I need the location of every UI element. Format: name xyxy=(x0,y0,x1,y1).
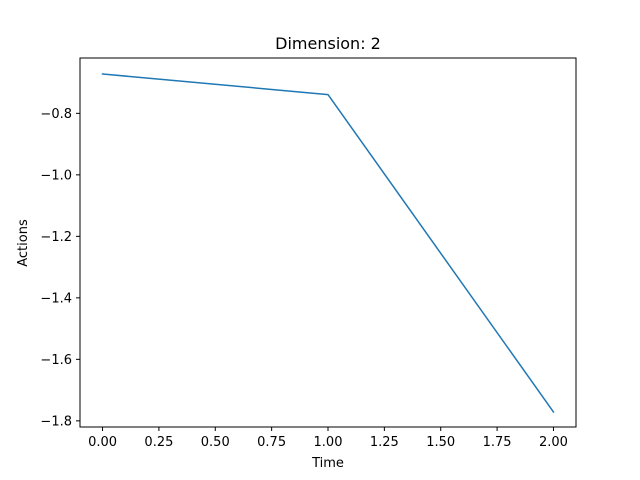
x-axis-label: Time xyxy=(311,456,344,471)
x-tick-label: 0.50 xyxy=(201,435,230,450)
x-axis: 0.00 0.25 0.50 0.75 1.00 1.25 1.50 1.75 2.00 xyxy=(88,427,568,450)
series-line-0 xyxy=(101,73,555,413)
x-tick-label: 1.50 xyxy=(426,435,455,450)
x-tick-label: 2.00 xyxy=(539,435,568,450)
y-axis-label: Actions xyxy=(16,219,31,267)
y-tick-label: −1.8 xyxy=(40,414,72,429)
y-tick-label: −1.0 xyxy=(40,168,72,183)
y-tick-label: −1.4 xyxy=(40,291,72,306)
y-axis: −0.8 −1.0 −1.2 −1.4 −1.6 −1.8 xyxy=(40,107,80,429)
y-tick-label: −0.8 xyxy=(40,107,72,122)
x-tick-label: 0.00 xyxy=(88,435,117,450)
x-tick-label: 0.75 xyxy=(257,435,286,450)
x-tick-label: 1.75 xyxy=(483,435,512,450)
x-tick-label: 1.00 xyxy=(314,435,343,450)
x-tick-label: 0.25 xyxy=(144,435,173,450)
plot-area xyxy=(101,73,555,413)
chart-title: Dimension: 2 xyxy=(275,34,381,53)
y-tick-label: −1.6 xyxy=(40,353,72,368)
y-tick-label: −1.2 xyxy=(40,230,72,245)
x-tick-label: 1.25 xyxy=(370,435,399,450)
